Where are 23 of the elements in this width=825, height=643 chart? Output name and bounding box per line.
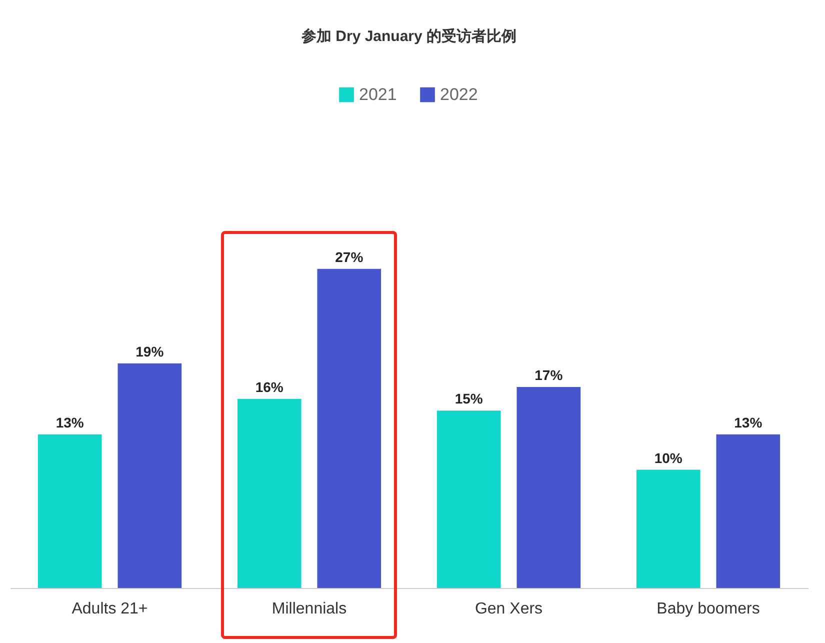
bar — [237, 398, 302, 588]
data-label: 19% — [136, 343, 164, 360]
x-tick-label: Baby boomers — [656, 600, 760, 618]
bar — [38, 434, 102, 588]
data-label: 27% — [335, 248, 364, 265]
x-tick-label: Adults 21+ — [72, 600, 148, 618]
legend-label: 2022 — [440, 84, 478, 104]
data-label: 17% — [534, 367, 564, 384]
bar — [436, 410, 501, 588]
data-label: 16% — [255, 378, 284, 395]
x-tick-label: Millennials — [272, 600, 347, 618]
bar — [317, 268, 382, 588]
data-label: 10% — [654, 450, 683, 466]
data-label: 15% — [454, 390, 484, 407]
bar — [516, 387, 581, 588]
data-label: 13% — [734, 414, 763, 430]
bar — [716, 434, 780, 588]
legend-label: 2021 — [359, 84, 397, 104]
bar — [636, 470, 700, 588]
bar — [118, 363, 182, 588]
x-tick-label: Gen Xers — [474, 600, 543, 618]
data-label: 13% — [56, 414, 84, 430]
chart-title: 参加 Dry January 的受访者比例 — [300, 27, 517, 45]
